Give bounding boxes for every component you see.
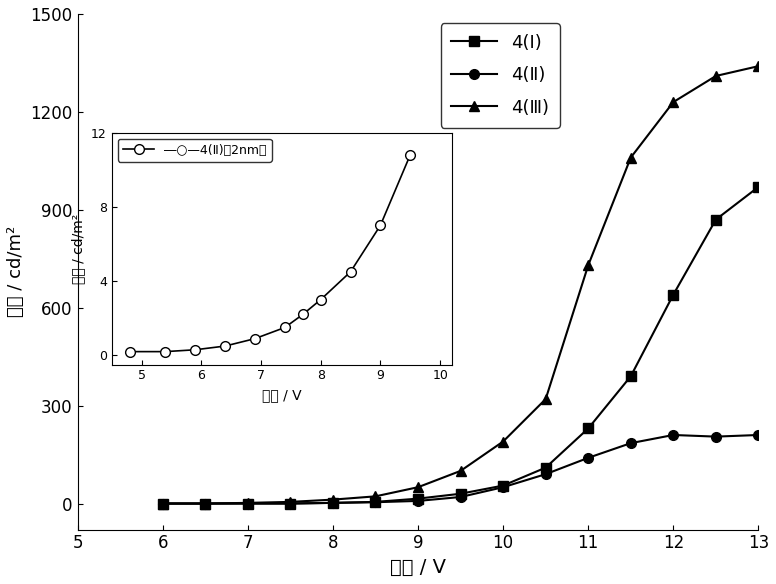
- 4(Ⅲ): [584, 262, 593, 269]
- 4(Ⅲ): [456, 467, 466, 474]
- X-axis label: 电压 / V: 电压 / V: [390, 558, 446, 577]
- 4(Ⅱ): [201, 500, 210, 507]
- 4(Ⅰ): [414, 495, 423, 502]
- 4(Ⅰ): [753, 183, 763, 190]
- 4(Ⅲ): [371, 493, 380, 500]
- 4(Ⅱ): [498, 484, 508, 491]
- 4(Ⅰ): [158, 500, 168, 507]
- 4(Ⅲ): [328, 496, 338, 503]
- 4(Ⅰ): [201, 500, 210, 507]
- Legend: 4(Ⅰ), 4(Ⅱ), 4(Ⅲ): 4(Ⅰ), 4(Ⅱ), 4(Ⅲ): [441, 23, 560, 127]
- 4(Ⅲ): [498, 438, 508, 445]
- 4(Ⅱ): [753, 432, 763, 439]
- 4(Ⅰ): [456, 490, 466, 497]
- 4(Ⅰ): [243, 500, 252, 507]
- 4(Ⅰ): [498, 482, 508, 489]
- 4(Ⅱ): [328, 499, 338, 506]
- 4(Ⅰ): [328, 499, 338, 506]
- 4(Ⅱ): [243, 500, 252, 507]
- 4(Ⅰ): [371, 498, 380, 505]
- 4(Ⅲ): [286, 498, 295, 505]
- 4(Ⅱ): [286, 500, 295, 507]
- 4(Ⅱ): [541, 471, 550, 478]
- 4(Ⅲ): [669, 99, 678, 106]
- 4(Ⅰ): [712, 216, 721, 223]
- 4(Ⅲ): [243, 499, 252, 506]
- 4(Ⅰ): [286, 500, 295, 507]
- Line: 4(Ⅰ): 4(Ⅰ): [158, 182, 764, 509]
- 4(Ⅱ): [456, 493, 466, 500]
- 4(Ⅲ): [753, 62, 763, 69]
- 4(Ⅰ): [669, 291, 678, 298]
- 4(Ⅰ): [541, 464, 550, 471]
- 4(Ⅱ): [584, 454, 593, 461]
- 4(Ⅱ): [669, 432, 678, 439]
- 4(Ⅲ): [712, 72, 721, 79]
- 4(Ⅲ): [201, 500, 210, 507]
- Line: 4(Ⅲ): 4(Ⅲ): [158, 61, 764, 509]
- 4(Ⅲ): [414, 484, 423, 491]
- 4(Ⅱ): [158, 500, 168, 507]
- 4(Ⅱ): [371, 499, 380, 506]
- 4(Ⅰ): [626, 373, 636, 380]
- 4(Ⅲ): [626, 154, 636, 161]
- 4(Ⅱ): [712, 433, 721, 440]
- Line: 4(Ⅱ): 4(Ⅱ): [158, 430, 764, 509]
- 4(Ⅰ): [584, 425, 593, 432]
- 4(Ⅲ): [541, 395, 550, 402]
- 4(Ⅱ): [626, 440, 636, 447]
- Y-axis label: 亮度 / cd/m²: 亮度 / cd/m²: [7, 226, 25, 318]
- 4(Ⅱ): [414, 498, 423, 505]
- 4(Ⅲ): [158, 500, 168, 507]
